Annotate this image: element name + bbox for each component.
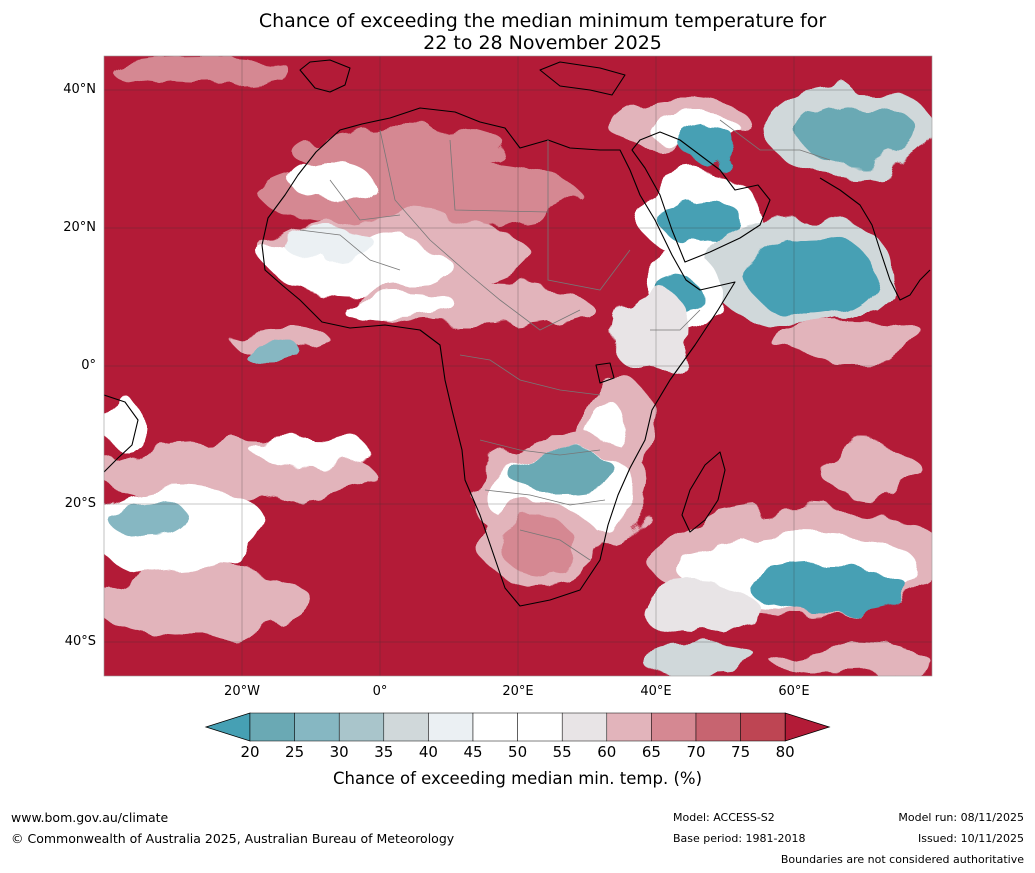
country-borders	[299, 119, 831, 561]
colorbar-segment	[472, 712, 518, 742]
colorbar-segment	[428, 712, 474, 742]
lon-label-40e: 40°E	[640, 684, 672, 699]
colorbar-segment	[695, 712, 741, 742]
colorbar-tick-label: 80	[775, 743, 795, 761]
footer-disclaimer: Boundaries are not considered authoritat…	[780, 853, 1024, 866]
colorbar-segment	[517, 712, 563, 742]
footer-issued: Issued: 10/11/2025	[917, 832, 1024, 845]
colorbar-segment	[249, 712, 295, 742]
colorbar-tick-label: 50	[508, 743, 528, 761]
colorbar-tick-label: 20	[240, 743, 260, 761]
lat-label-20s: 20°S	[64, 496, 96, 511]
colorbar-label: Chance of exceeding median min. temp. (%…	[332, 769, 703, 788]
lon-label-60e: 60°E	[778, 684, 810, 699]
coastlines	[104, 59, 931, 607]
colorbar-tick-label: 60	[597, 743, 617, 761]
colorbar-segment	[606, 712, 652, 742]
colorbar-tick-label: 25	[285, 743, 305, 761]
lat-label-40n: 40°N	[63, 82, 96, 97]
colorbar-tick-label: 35	[374, 743, 394, 761]
colorbar-tick-label: 55	[552, 743, 572, 761]
lat-label-40s: 40°S	[64, 634, 96, 649]
footer-copyright: © Commonwealth of Australia 2025, Austra…	[11, 831, 455, 846]
colorbar-segment	[740, 712, 786, 742]
colorbar-tick-label: 70	[686, 743, 706, 761]
title-line-2: 22 to 28 November 2025	[423, 32, 662, 54]
map-title: Chance of exceeding the median minimum t…	[0, 10, 1035, 54]
lon-label-0: 0°	[372, 684, 388, 699]
footer-model: Model: ACCESS-S2	[673, 811, 775, 824]
graticule	[104, 56, 932, 676]
colorbar-over-arrow	[784, 712, 831, 742]
lat-label-equator: 0°	[81, 358, 96, 373]
colorbar-tick-label: 30	[329, 743, 349, 761]
title-line-1: Chance of exceeding the median minimum t…	[258, 10, 827, 32]
footer-model-run: Model run: 08/11/2025	[898, 811, 1024, 824]
colorbar-tick-label: 75	[731, 743, 751, 761]
lon-label-20e: 20°E	[502, 684, 534, 699]
lat-label-20n: 20°N	[63, 220, 96, 235]
colorbar-under-arrow	[204, 712, 251, 742]
colorbar-segment	[338, 712, 385, 742]
colorbar-segment	[294, 712, 340, 742]
lon-label-20w: 20°W	[224, 684, 260, 699]
footer-base-period: Base period: 1981-2018	[673, 832, 806, 845]
footer-website: www.bom.gov.au/climate	[11, 810, 169, 825]
colorbar-tick-label: 65	[641, 743, 661, 761]
colorbar-tick-label: 45	[463, 743, 483, 761]
colorbar-tick-label: 40	[418, 743, 438, 761]
colorbar-segment	[651, 712, 697, 742]
colorbar-segment	[561, 712, 608, 742]
colorbar-segment	[383, 712, 429, 742]
probability-field	[104, 56, 932, 674]
